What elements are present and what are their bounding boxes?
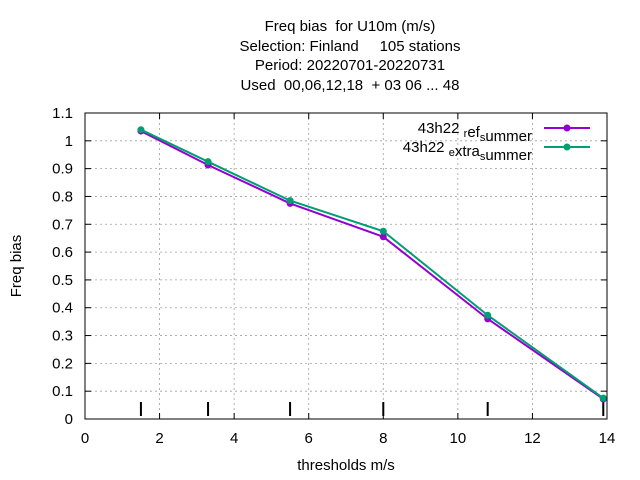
series-2-point	[204, 158, 212, 166]
tick-layer: 0 0.1 0.2 0.3 0.4 0.5 0.6 0.7 0.8 0.9 1 1.1 0 2 4 6 8 10 1…	[52, 105, 615, 447]
y-tick-label: 0.5	[52, 272, 73, 289]
series-2-point	[599, 394, 607, 402]
series-2-point	[484, 311, 492, 319]
chart-title-line-3: Period: 20220701-20220731	[254, 57, 446, 74]
x-axis-label: thresholds m/s	[297, 457, 395, 474]
x-tick-label: 12	[524, 430, 541, 447]
y-tick-label: 1	[65, 133, 73, 150]
y-tick-label: 0.7	[52, 216, 73, 233]
x-tick-label: 10	[450, 430, 467, 447]
chart-title-block: Freq bias for U10m (m/s) Selection: Finl…	[0, 17, 640, 95]
y-tick-label: 1.1	[52, 105, 73, 122]
series-line-2	[140, 128, 604, 399]
series-line-1	[140, 130, 604, 400]
x-tick-label: 4	[230, 430, 238, 447]
plot-frame	[84, 112, 608, 420]
y-tick-label: 0.1	[52, 383, 73, 400]
y-tick-label: 0.3	[52, 328, 73, 345]
y-tick-label: 0.9	[52, 161, 73, 178]
y-tick-label: 0.8	[52, 188, 73, 205]
legend-swatch-point-2	[563, 143, 571, 151]
legend-swatch-point-1	[563, 124, 571, 132]
grid-layer	[85, 113, 607, 419]
y-axis-label: Freq bias	[8, 235, 25, 298]
threshold-marker-layer	[139, 402, 605, 416]
legend-label-2: 43h22 extrasummer	[403, 139, 532, 164]
series-layer	[137, 126, 607, 403]
x-tick-label: 14	[599, 430, 616, 447]
legend-label-1: 43h22 refsummer	[418, 120, 532, 145]
x-tick-label: 6	[305, 430, 313, 447]
x-tick-label: 8	[379, 430, 387, 447]
y-tick-label: 0	[65, 411, 73, 428]
series-2-point	[379, 227, 387, 235]
x-tick-label: 0	[81, 430, 89, 447]
chart-title-line-1: Freq bias for U10m (m/s)	[264, 18, 436, 35]
x-tick-label: 2	[155, 430, 163, 447]
y-tick-label: 0.2	[52, 355, 73, 372]
y-tick-label: 0.4	[52, 300, 73, 317]
y-tick-label: 0.6	[52, 244, 73, 261]
chart-title-line-4: Used 00,06,12,18 + 03 06 ... 48	[240, 76, 460, 94]
chart-title-line-2: Selection: Finland 105 stations	[239, 37, 461, 55]
series-1-point	[379, 233, 387, 241]
series-2-point	[137, 126, 145, 134]
series-2-point	[286, 197, 294, 205]
